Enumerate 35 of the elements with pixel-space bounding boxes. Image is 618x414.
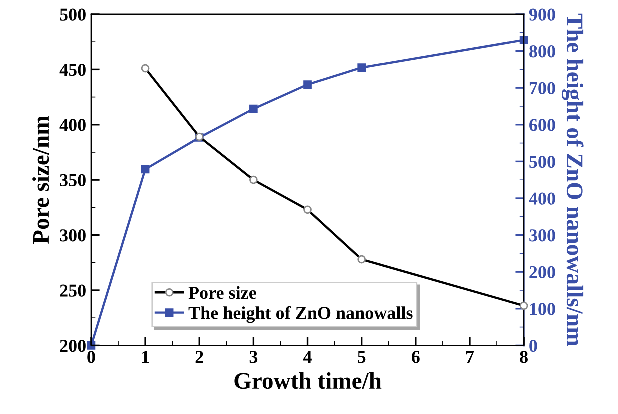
legend-label: The height of ZnO nanowalls xyxy=(188,306,413,324)
y-tick-label: 200 xyxy=(60,340,86,352)
y-tick-label: 500 xyxy=(60,8,86,21)
y2-tick-label: 700 xyxy=(530,82,556,95)
x-axis-title: Growth time/h xyxy=(234,372,382,390)
point xyxy=(141,165,150,174)
y2-tick-label: 900 xyxy=(529,8,556,21)
x-tick-label: 6 xyxy=(412,351,420,364)
x-tick-label: 8 xyxy=(520,351,528,364)
y-axis-title: Pore size/nm xyxy=(32,116,50,244)
y2-tick-label: 600 xyxy=(530,119,556,132)
y2-tick-label: 400 xyxy=(529,192,556,205)
x-tick-label: 2 xyxy=(196,351,204,364)
x-tick-label: 5 xyxy=(358,351,366,364)
legend-label: Pore size xyxy=(188,286,256,300)
x-tick-label: 7 xyxy=(466,351,474,364)
y2-axis-title: The height of ZnO nanowalls/nm xyxy=(562,14,584,346)
x-tick-label: 3 xyxy=(250,351,258,364)
y2-tick-label: 300 xyxy=(530,230,556,242)
y-tick-label: 250 xyxy=(60,284,86,297)
y-tick-label: 350 xyxy=(60,174,86,187)
y2-tick-label: 800 xyxy=(530,46,556,58)
point xyxy=(304,80,312,89)
y2-tick-label: 200 xyxy=(530,266,556,279)
y2-tick-label: 100 xyxy=(530,303,556,316)
y-tick-label: 300 xyxy=(60,230,86,242)
y-tick-label: 400 xyxy=(60,119,86,132)
point xyxy=(250,104,258,114)
point xyxy=(358,64,366,72)
y2-tick-label: 500 xyxy=(530,156,556,168)
x-tick-label: 1 xyxy=(142,351,150,364)
y2-tick-label: 0 xyxy=(530,340,538,352)
x-tick-label: 4 xyxy=(304,351,312,364)
x-tick-label: 0 xyxy=(88,351,96,364)
y-tick-label: 450 xyxy=(60,64,86,76)
